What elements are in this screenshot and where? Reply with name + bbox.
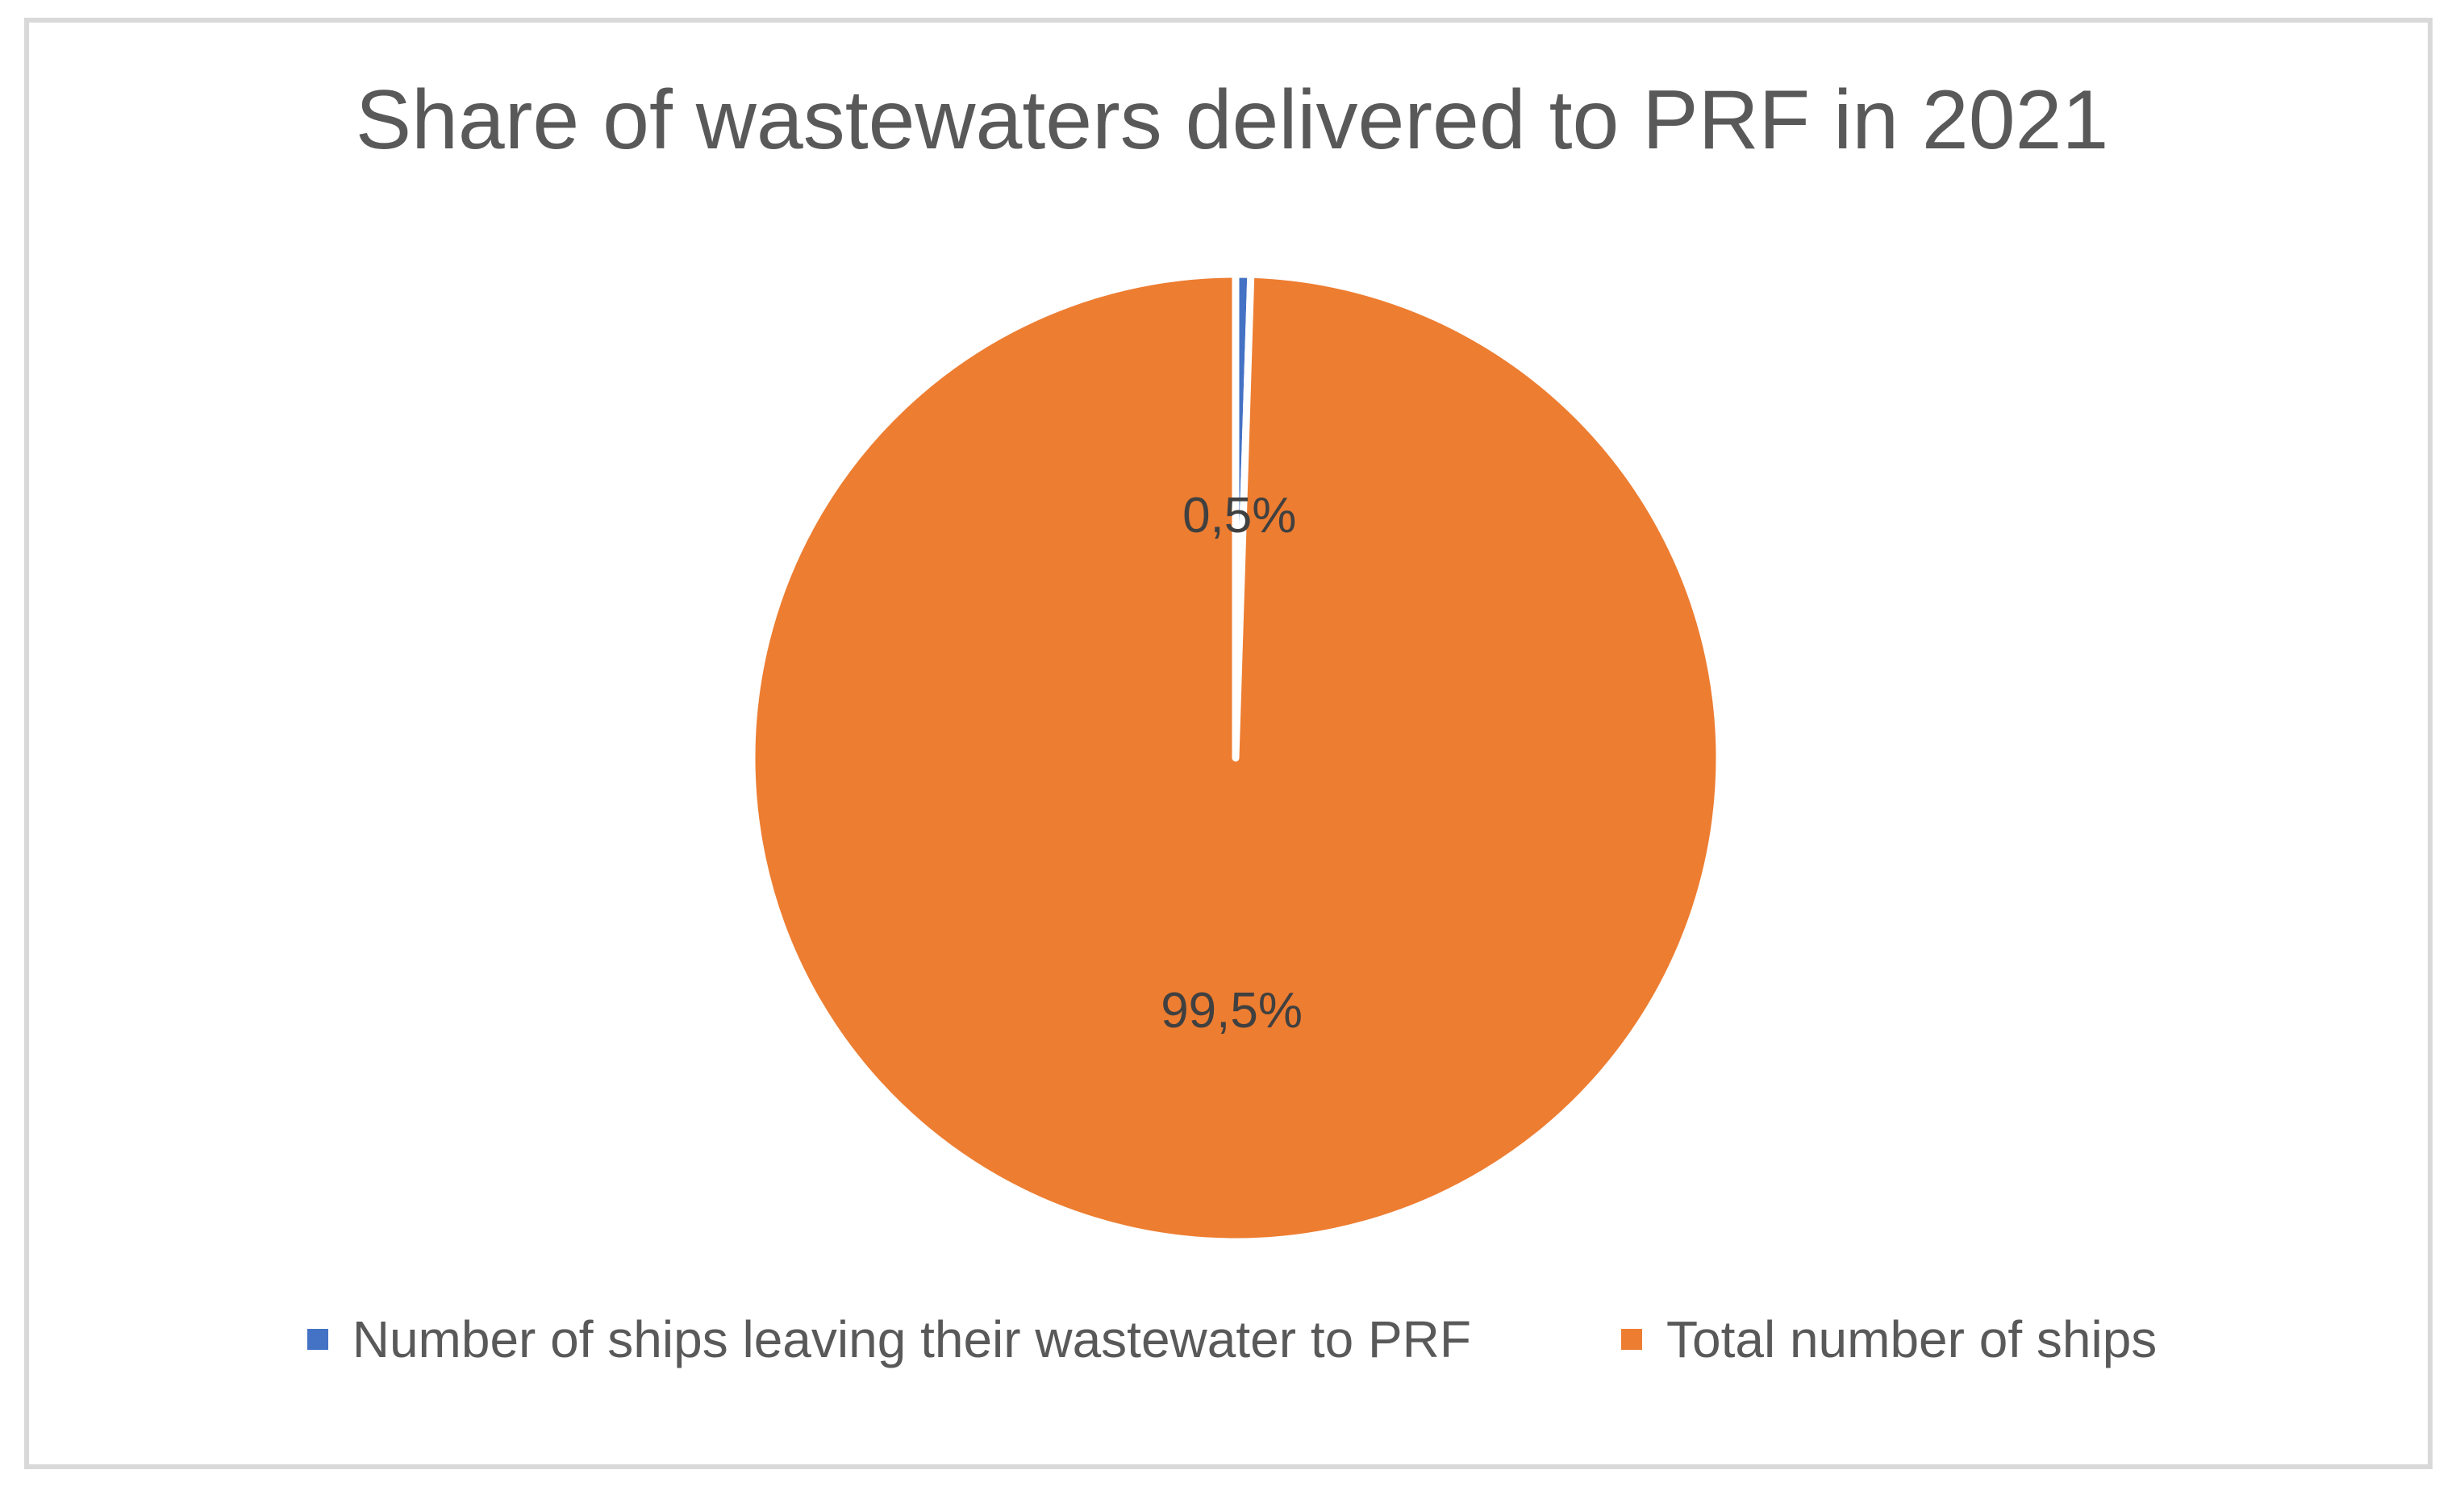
legend-item-wastewater-ships: Number of ships leaving their wastewater…: [306, 1310, 1471, 1369]
pie-slices: [748, 270, 1724, 1246]
legend-swatch-blue: [306, 1329, 328, 1350]
legend-label: Number of ships leaving their wastewater…: [352, 1310, 1471, 1368]
data-label-total-ships: 99,5%: [1161, 983, 1303, 1039]
legend-label: Total number of ships: [1666, 1310, 2158, 1368]
legend-item-total-ships: Total number of ships: [1620, 1310, 2158, 1369]
legend-swatch-orange: [1620, 1329, 1642, 1350]
data-label-wastewater-ships: 0,5%: [1182, 488, 1296, 543]
pie-slice-total-ships: [748, 270, 1724, 1246]
chart-legend: Number of ships leaving their wastewater…: [0, 1310, 2464, 1369]
chart-title: Share of wastewaters delivered to PRF in…: [355, 73, 2109, 167]
pie-data-labels: 0,5% 99,5%: [1161, 488, 1303, 1039]
